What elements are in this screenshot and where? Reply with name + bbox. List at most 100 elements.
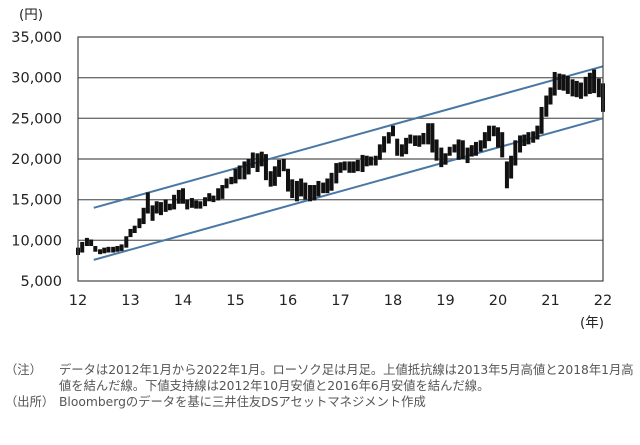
candle bbox=[80, 241, 85, 253]
candle bbox=[391, 125, 395, 137]
candle bbox=[360, 154, 365, 173]
candle bbox=[185, 199, 190, 210]
y-tick-label: 25,000 bbox=[11, 111, 62, 127]
source-tag: （出所） bbox=[5, 395, 55, 409]
candle bbox=[303, 182, 308, 200]
candle bbox=[132, 225, 137, 234]
candle bbox=[509, 155, 514, 179]
candle bbox=[513, 140, 518, 166]
candle bbox=[145, 192, 150, 214]
candle bbox=[355, 159, 360, 172]
candle bbox=[189, 198, 194, 208]
candle bbox=[426, 123, 431, 145]
candle bbox=[578, 82, 583, 99]
candle bbox=[124, 236, 129, 248]
candle bbox=[447, 146, 452, 156]
candle bbox=[237, 165, 242, 180]
candle bbox=[216, 188, 221, 201]
candle bbox=[434, 139, 439, 161]
candle bbox=[342, 161, 347, 171]
candle bbox=[246, 159, 251, 175]
source-row: （出所） Bloombergのデータを基に三井住友DSアセットマネジメント作成 bbox=[5, 394, 635, 410]
note-tag: （注） bbox=[5, 363, 42, 377]
candle bbox=[111, 246, 116, 253]
candle bbox=[439, 147, 444, 168]
x-tick-label: 15 bbox=[226, 293, 244, 309]
candle bbox=[329, 172, 334, 191]
source-text: Bloombergのデータを基に三井住友DSアセットマネジメント作成 bbox=[59, 395, 426, 409]
x-tick-label: 12 bbox=[69, 293, 87, 309]
candle bbox=[89, 239, 94, 247]
candle bbox=[242, 161, 247, 180]
candle bbox=[561, 74, 566, 91]
candle bbox=[526, 132, 531, 145]
candle bbox=[421, 132, 426, 145]
candle bbox=[399, 144, 404, 157]
candle bbox=[522, 134, 527, 146]
candle bbox=[368, 156, 373, 166]
candle bbox=[482, 132, 487, 149]
y-tick-labels: 35,000 30,000 25,000 20,000 15,000 10,000 5,00… bbox=[11, 30, 62, 290]
candle bbox=[535, 125, 540, 140]
candle bbox=[286, 168, 290, 192]
resistance-line bbox=[93, 65, 604, 209]
candle bbox=[176, 189, 181, 204]
x-unit-label: (年) bbox=[580, 315, 604, 331]
candle bbox=[364, 155, 369, 167]
note-text: データは2012年1月から2022年1月。ローソク足は月足。上値抵抗線は2013… bbox=[59, 363, 634, 393]
candle bbox=[167, 203, 172, 211]
candle bbox=[299, 178, 304, 197]
stock-chart: 35,000 30,000 25,000 20,000 15,000 10,000 5,00… bbox=[11, 7, 612, 331]
candle bbox=[255, 153, 260, 173]
x-tick-label: 17 bbox=[331, 293, 349, 309]
candle bbox=[583, 76, 588, 97]
candle bbox=[574, 80, 579, 98]
candle bbox=[290, 179, 295, 199]
candle bbox=[316, 180, 321, 197]
x-tick-label: 14 bbox=[174, 293, 192, 309]
candle bbox=[539, 106, 544, 134]
note-row: （注） データは2012年1月から2022年1月。ローソク足は月足。上値抵抗線は… bbox=[5, 362, 635, 394]
candle bbox=[154, 201, 159, 214]
candle bbox=[531, 131, 536, 143]
candle bbox=[172, 194, 177, 210]
candle bbox=[198, 201, 203, 209]
x-tick-label: 22 bbox=[594, 293, 612, 309]
candle bbox=[334, 163, 339, 184]
candle bbox=[500, 132, 505, 158]
candle bbox=[460, 140, 465, 159]
candle bbox=[150, 205, 155, 221]
candle bbox=[456, 139, 461, 160]
plot-frame bbox=[77, 36, 604, 282]
candle bbox=[229, 176, 234, 185]
candle bbox=[119, 244, 124, 251]
candle bbox=[473, 141, 478, 156]
candle bbox=[469, 145, 474, 157]
candle bbox=[272, 166, 277, 186]
y-tick-label: 5,000 bbox=[20, 274, 62, 290]
x-tick-labels: 12 13 14 15 16 17 18 19 20 21 22 bbox=[69, 293, 612, 309]
candle bbox=[294, 180, 299, 202]
y-tick-label: 35,000 bbox=[11, 30, 62, 46]
candle bbox=[552, 71, 557, 96]
candle bbox=[395, 138, 400, 156]
candle bbox=[413, 135, 418, 146]
x-tick-label: 13 bbox=[121, 293, 139, 309]
candle bbox=[141, 207, 146, 225]
candle bbox=[106, 246, 111, 253]
candle bbox=[496, 127, 500, 148]
candle bbox=[417, 135, 422, 147]
y-unit-label: (円) bbox=[19, 7, 43, 23]
candle bbox=[325, 178, 330, 194]
candle bbox=[308, 185, 313, 202]
candle bbox=[321, 182, 326, 194]
candle bbox=[544, 95, 549, 117]
candle bbox=[347, 161, 352, 173]
candle bbox=[98, 249, 103, 255]
candle bbox=[115, 246, 120, 252]
candle bbox=[312, 185, 317, 201]
candle bbox=[158, 202, 163, 216]
candle bbox=[596, 78, 601, 98]
candle bbox=[250, 152, 255, 168]
candle bbox=[491, 125, 496, 137]
